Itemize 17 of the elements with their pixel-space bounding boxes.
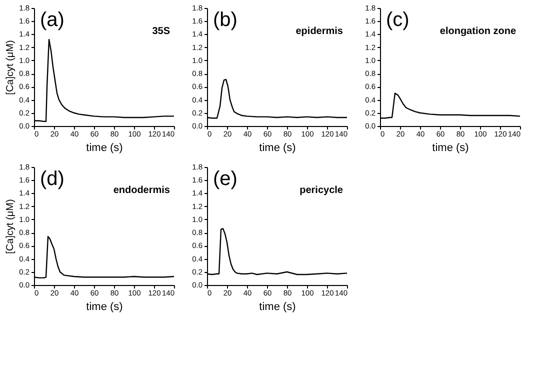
annotation: (b) [213, 9, 238, 31]
annotation: (a) [40, 9, 64, 31]
y-axis-title: [Ca]cyt (μM) [5, 199, 16, 254]
x-axis-title: time (s) [259, 301, 296, 313]
x-axis-title: time (s) [432, 142, 469, 154]
x-axis-title: time (s) [86, 142, 123, 154]
annotation: 35S [152, 26, 170, 37]
annotation: pericycle [300, 185, 344, 196]
annotation: (c) [386, 9, 410, 31]
y-axis-title: [Ca]cyt (μM) [5, 40, 16, 95]
x-axis-title: time (s) [259, 142, 296, 154]
annotation: elongation zone [440, 26, 516, 37]
x-axis-title: time (s) [86, 301, 123, 313]
annotation: (e) [213, 168, 238, 190]
annotation: endodermis [113, 185, 170, 196]
annotation: epidermis [296, 26, 344, 37]
annotation: (d) [40, 168, 64, 190]
